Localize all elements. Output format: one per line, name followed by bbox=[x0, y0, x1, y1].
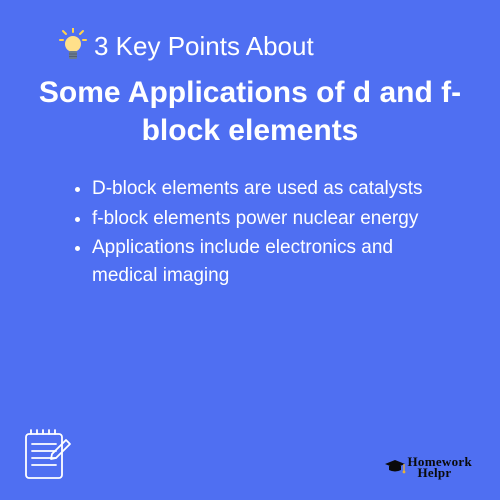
header-row: 3 Key Points About bbox=[58, 28, 470, 64]
brand-logo: Homework Helpr bbox=[384, 456, 473, 478]
main-title: Some Applications of d and f-block eleme… bbox=[30, 74, 470, 149]
brand-text: Homework Helpr bbox=[408, 456, 473, 478]
infographic-card: 3 Key Points About Some Applications of … bbox=[0, 0, 500, 500]
gradcap-icon bbox=[384, 458, 406, 476]
notepad-icon bbox=[22, 426, 74, 482]
list-item: Applications include electronics and med… bbox=[92, 234, 440, 289]
list-item: f-block elements power nuclear energy bbox=[92, 205, 440, 233]
subtitle: 3 Key Points About bbox=[94, 31, 314, 62]
lightbulb-icon bbox=[58, 28, 88, 64]
list-item: D-block elements are used as catalysts bbox=[92, 175, 440, 203]
bullet-list: D-block elements are used as catalysts f… bbox=[30, 175, 470, 289]
